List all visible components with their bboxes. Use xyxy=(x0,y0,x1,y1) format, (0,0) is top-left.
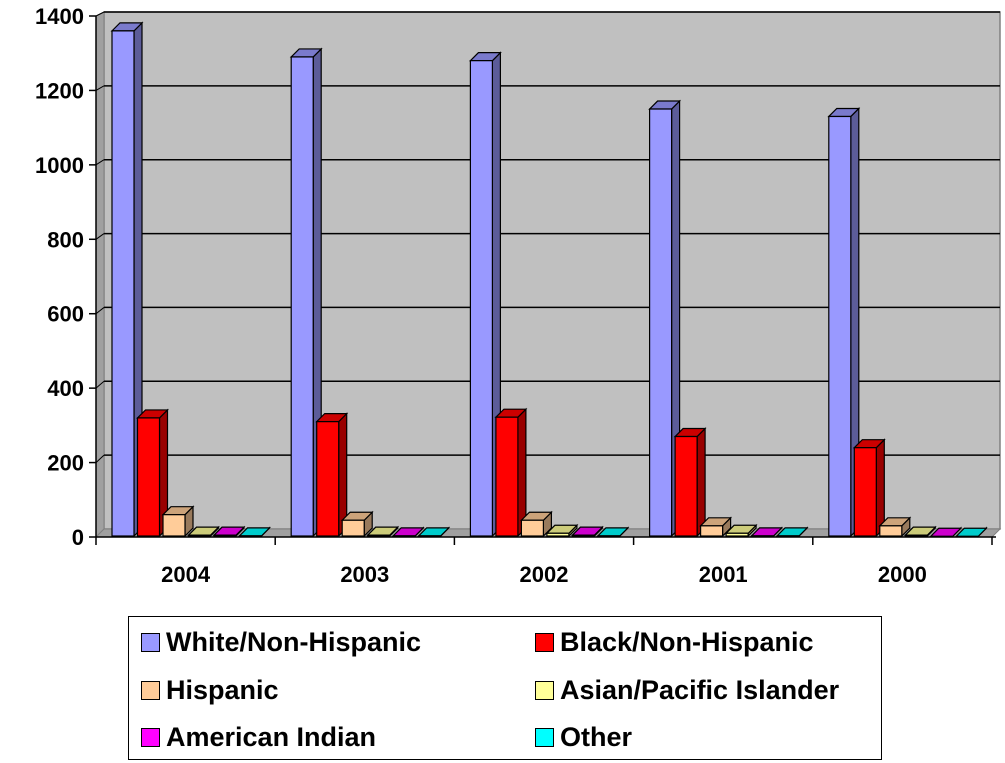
bar-asian-pacific-islander-2001 xyxy=(724,523,758,538)
y-tick-label: 200 xyxy=(47,451,84,476)
bar-american-indian-2002 xyxy=(570,525,604,538)
x-tick-label: 2000 xyxy=(878,562,927,587)
bar-asian-pacific-islander-2003 xyxy=(366,525,400,538)
gridline-side xyxy=(95,11,105,17)
bar-other-2004 xyxy=(238,526,271,538)
axes xyxy=(95,16,996,538)
bar-american-indian-2003 xyxy=(391,526,425,538)
bar-hispanic-2002 xyxy=(519,510,553,538)
bar-white-non-hispanic-2004 xyxy=(110,21,144,538)
bar-black-non-hispanic-2003 xyxy=(315,412,349,538)
legend: White/Non-Hispanic Black/Non-Hispanic Hisp… xyxy=(128,616,882,760)
gridline-side xyxy=(95,380,105,389)
bar-other-2000 xyxy=(954,526,988,538)
legend-item: Black/Non-Hispanic xyxy=(535,627,814,658)
legend-item: Asian/Pacific Islander xyxy=(535,675,839,706)
bar-other-2003 xyxy=(417,526,451,538)
x-tick-label: 2001 xyxy=(699,562,748,587)
bar-black-non-hispanic-2004 xyxy=(136,408,169,538)
legend-item: White/Non-Hispanic xyxy=(141,627,421,658)
bar-american-indian-2001 xyxy=(750,526,784,538)
bars xyxy=(110,21,988,538)
gridline-side xyxy=(95,85,105,91)
legend-label: Other xyxy=(560,722,633,752)
legend-label: White/Non-Hispanic xyxy=(166,627,421,657)
legend-label: Asian/Pacific Islander xyxy=(560,675,840,705)
y-axis-ticks: 0 200 400 600 800 1000 1200 1400 xyxy=(35,4,96,550)
bar-black-non-hispanic-2001 xyxy=(673,427,707,538)
legend-swatch xyxy=(141,728,160,747)
y-tick-label: 0 xyxy=(72,525,84,550)
legend-swatch xyxy=(535,681,554,700)
legend-item: Other xyxy=(535,722,632,753)
bar-black-non-hispanic-2002 xyxy=(494,407,528,538)
legend-swatch xyxy=(141,633,160,652)
bar-asian-pacific-islander-2000 xyxy=(903,525,937,538)
bar-white-non-hispanic-2001 xyxy=(648,99,682,538)
y-tick-label: 800 xyxy=(47,227,84,252)
gridline-side xyxy=(95,454,105,463)
bar-asian-pacific-islander-2004 xyxy=(187,525,220,538)
legend-swatch xyxy=(141,681,160,700)
x-axis-ticks: 2004 2003 2002 2001 2000 xyxy=(95,537,993,587)
legend-swatch xyxy=(535,728,554,747)
gridline-side xyxy=(95,159,105,166)
gridline-side xyxy=(95,307,105,315)
bar-hispanic-2004 xyxy=(161,505,195,538)
legend-item: American Indian xyxy=(141,722,376,753)
y-tick-label: 1000 xyxy=(35,153,84,178)
legend-label: Black/Non-Hispanic xyxy=(560,627,814,657)
bar-american-indian-2004 xyxy=(212,525,246,538)
x-tick-label: 2002 xyxy=(520,562,569,587)
bar-other-2001 xyxy=(775,526,809,538)
legend-label: American Indian xyxy=(166,722,377,752)
legend-label: Hispanic xyxy=(166,675,279,705)
y-tick-label: 1200 xyxy=(35,78,84,103)
y-tick-label: 400 xyxy=(47,376,84,401)
legend-item: Hispanic xyxy=(141,675,279,706)
bar-other-2002 xyxy=(596,526,630,538)
gridline-side xyxy=(95,233,105,240)
bar-hispanic-2003 xyxy=(340,510,374,538)
x-tick-label: 2003 xyxy=(340,562,389,587)
y-tick-label: 1400 xyxy=(35,4,84,29)
y-tick-label: 600 xyxy=(47,302,84,327)
bar-hispanic-2000 xyxy=(878,516,912,538)
legend-swatch xyxy=(535,633,554,652)
bar-black-non-hispanic-2000 xyxy=(852,438,886,538)
bar-asian-pacific-islander-2002 xyxy=(545,523,579,538)
x-tick-label: 2004 xyxy=(161,562,211,587)
